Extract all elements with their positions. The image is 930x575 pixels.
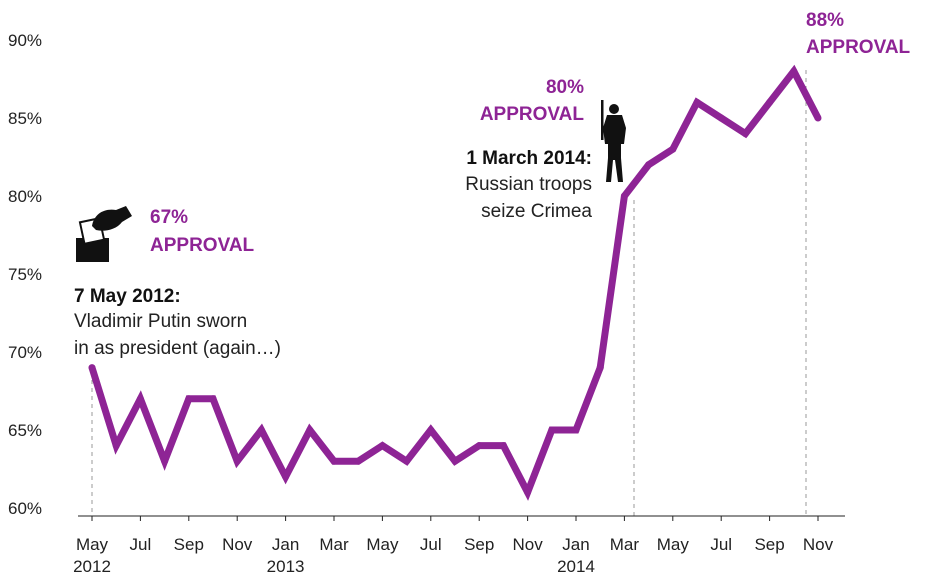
series-point: [233, 457, 241, 465]
approval-series-line: [88, 64, 822, 501]
series-point: [548, 426, 556, 434]
series-point: [572, 426, 580, 434]
series-point: [741, 130, 749, 138]
series-point: [88, 364, 96, 372]
x-tick-label-month: Jan: [562, 535, 589, 554]
x-tick-label-month: Jul: [130, 535, 152, 554]
x-tick-label-month: Sep: [754, 535, 784, 554]
annotation-oct-2014-percent: 88%: [806, 10, 844, 31]
y-tick-label: 65%: [8, 421, 42, 440]
annotation-mar-2014-desc-line-1: Russian troops: [465, 174, 592, 195]
y-tick-label: 80%: [8, 187, 42, 206]
series-point: [790, 67, 798, 75]
annotation-may-2012-desc-line-2: in as president (again…): [74, 338, 281, 359]
x-axis-tick-marks: [91, 516, 819, 521]
y-axis-ticks: 90% 85% 80% 75% 70% 65% 60%: [8, 31, 42, 518]
y-tick-label: 60%: [8, 499, 42, 518]
series-point: [354, 457, 362, 465]
x-tick-label-month: Jul: [710, 535, 732, 554]
series-point: [475, 442, 483, 450]
x-tick-label-year: 2012: [73, 557, 111, 575]
series-point: [136, 395, 144, 403]
annotation-may-2012-approval-label: APPROVAL: [150, 235, 255, 256]
series-point: [112, 442, 120, 450]
annotation-may-2012-desc-line-1: Vladimir Putin sworn: [74, 311, 247, 332]
x-tick-label-month: Jan: [272, 535, 299, 554]
series-point: [185, 395, 193, 403]
x-tick-label-month: Sep: [174, 535, 204, 554]
series-point: [766, 98, 774, 106]
y-tick-label: 75%: [8, 265, 42, 284]
annotation-mar-2014-desc-line-2: seize Crimea: [481, 201, 592, 222]
x-tick-label-month: Sep: [464, 535, 494, 554]
annotation-mar-2014-date: 1 March 2014:: [466, 148, 592, 169]
x-tick-label-month: May: [76, 535, 109, 554]
x-tick-label-month: May: [657, 535, 690, 554]
series-point: [257, 426, 265, 434]
x-tick-label-month: Nov: [512, 535, 543, 554]
series-point: [378, 442, 386, 450]
guide-lines: [91, 70, 807, 516]
annotation-mar-2014-approval-label: APPROVAL: [480, 104, 585, 125]
y-tick-label: 70%: [8, 343, 42, 362]
series-point: [451, 457, 459, 465]
series-point: [403, 457, 411, 465]
series-point: [596, 364, 604, 372]
x-tick-label-month: Mar: [319, 535, 349, 554]
annotation-may-2012-date: 7 May 2012:: [74, 286, 181, 307]
series-point: [209, 395, 217, 403]
y-tick-label: 90%: [8, 31, 42, 50]
series-point: [499, 442, 507, 450]
series-point: [693, 98, 701, 106]
annotation-oct-2014-approval-label: APPROVAL: [806, 37, 911, 58]
series-point: [717, 114, 725, 122]
series-point: [306, 426, 314, 434]
x-axis-tick-labels: May 2012 Jul Sep Nov Jan 2013 Mar May Jul Sep Nov Ja…: [73, 535, 834, 575]
series-point: [330, 457, 338, 465]
series-point: [814, 114, 822, 122]
x-tick-label-year: 2013: [267, 557, 305, 575]
x-tick-label-month: Jul: [420, 535, 442, 554]
annotation-mar-2014-percent: 80%: [546, 77, 584, 98]
x-tick-label-year: 2014: [557, 557, 595, 575]
x-tick-label-month: Mar: [610, 535, 640, 554]
series-point: [282, 473, 290, 481]
annotation-may-2012-percent: 67%: [150, 207, 188, 228]
series-points: [88, 67, 822, 496]
soldier-silhouette-icon: [601, 100, 626, 182]
x-tick-label-month: May: [366, 535, 399, 554]
series-point: [524, 488, 532, 496]
ballot-box-icon: [76, 206, 132, 262]
series-point: [645, 161, 653, 169]
series-point: [427, 426, 435, 434]
y-tick-label: 85%: [8, 109, 42, 128]
x-tick-label-month: Nov: [803, 535, 834, 554]
series-point: [161, 457, 169, 465]
x-tick-label-month: Nov: [222, 535, 253, 554]
series-point: [620, 192, 628, 200]
series-point: [669, 145, 677, 153]
